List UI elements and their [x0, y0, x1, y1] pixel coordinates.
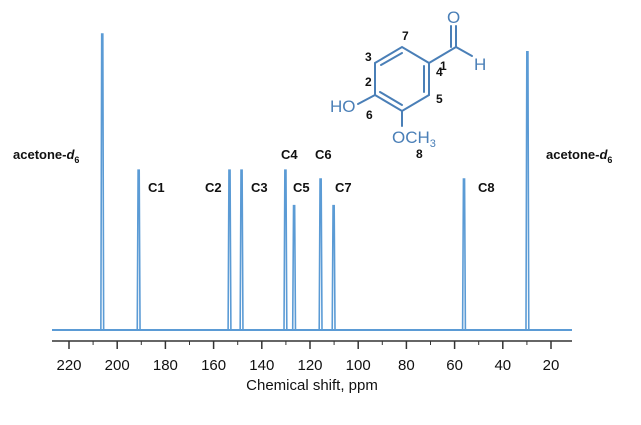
- x-tick-label: 180: [153, 357, 178, 374]
- aldehyde-hydrogen: H: [474, 55, 486, 74]
- carbon-number-3: 3: [365, 50, 372, 64]
- carbon-number-2: 2: [365, 75, 372, 89]
- peak-label-c2: C2: [205, 180, 222, 195]
- vanillin-atoms: O H HO OCH3: [330, 8, 486, 150]
- x-tick-label: 140: [249, 357, 274, 374]
- nmr-peak-c3: [239, 169, 244, 331]
- x-axis-ticks: 220 200 180 160 140 120 100 80 60 40 20: [56, 341, 559, 374]
- x-tick-label: 120: [297, 357, 322, 374]
- x-tick-label: 60: [446, 357, 463, 374]
- peak-label-c6: C6: [315, 147, 332, 162]
- hydroxyl-group: HO: [330, 97, 356, 116]
- peak-label-c5: C5: [293, 180, 310, 195]
- nmr-peak-c7: [331, 204, 336, 331]
- x-tick-label: 200: [105, 357, 130, 374]
- peak-label-c4: C4: [281, 147, 298, 162]
- nmr-peak-c1: [136, 169, 141, 331]
- vanillin-structure: [357, 25, 473, 127]
- peak-label-c1: C1: [148, 180, 165, 195]
- nmr-peak-c5: [291, 204, 297, 331]
- x-tick-label: 40: [494, 357, 511, 374]
- carbon-numbers: 1 2 3 4 5 6 7 8: [365, 29, 447, 161]
- nmr-peak-acetone-d6: [525, 50, 530, 331]
- carbon-number-7: 7: [402, 29, 409, 43]
- carbon-number-8: 8: [416, 147, 423, 161]
- spectrum-peaks: [100, 33, 530, 331]
- methoxy-group: OCH3: [392, 128, 436, 150]
- carbon-number-5: 5: [436, 92, 443, 106]
- solvent-label-left: acetone-d6: [13, 147, 79, 165]
- peak-label-c7: C7: [335, 180, 352, 195]
- x-tick-label: 20: [543, 357, 560, 374]
- peak-label-c8: C8: [478, 180, 495, 195]
- x-axis-title: Chemical shift, ppm: [246, 377, 378, 394]
- aldehyde-bond: [428, 46, 457, 64]
- ring-double-bond: [380, 52, 403, 66]
- x-tick-label: 80: [398, 357, 415, 374]
- x-tick-label: 100: [346, 357, 371, 374]
- hydroxyl-bond: [357, 94, 376, 105]
- carbon-number-4: 4: [436, 65, 443, 79]
- x-tick-label: 160: [201, 357, 226, 374]
- nmr-peak-c8: [461, 178, 467, 331]
- x-tick-label: 220: [56, 357, 81, 374]
- aldehyde-oxygen: O: [447, 8, 460, 27]
- nmr-peak-c2: [227, 169, 232, 331]
- nmr-peak-acetone-d6: [100, 33, 105, 331]
- nmr-peak-c4: [283, 169, 288, 331]
- aldehyde-ch-bond: [455, 46, 473, 57]
- solvent-label-right: acetone-d6: [546, 147, 612, 165]
- benzene-ring: [374, 45, 430, 113]
- nmr-peak-c6: [318, 178, 323, 331]
- ring-double-bond: [379, 91, 403, 106]
- carbon-number-1: 1: [440, 59, 447, 73]
- peak-label-c3: C3: [251, 180, 268, 195]
- carbon-number-6: 6: [366, 108, 373, 122]
